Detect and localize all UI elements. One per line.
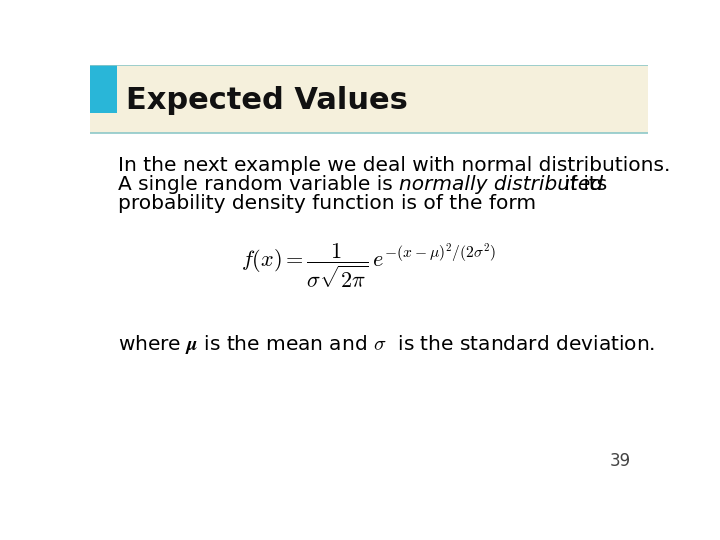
Text: normally distributed: normally distributed	[400, 175, 603, 194]
Text: probability density function is of the form: probability density function is of the f…	[118, 194, 536, 213]
Text: In the next example we deal with normal distributions.: In the next example we deal with normal …	[118, 156, 670, 176]
Text: Expected Values: Expected Values	[126, 86, 408, 115]
Text: 39: 39	[610, 452, 631, 470]
Text: where $\boldsymbol{\mu}$ is the mean and $\sigma$  is the standard deviation.: where $\boldsymbol{\mu}$ is the mean and…	[118, 333, 655, 356]
FancyBboxPatch shape	[90, 65, 117, 113]
FancyBboxPatch shape	[90, 65, 648, 133]
Text: A single random variable is: A single random variable is	[118, 175, 399, 194]
Text: if its: if its	[557, 175, 607, 194]
Text: $f(x) = \dfrac{1}{\sigma\sqrt{2\pi}}\, e^{-(x-\mu)^2/(2\sigma^2)}$: $f(x) = \dfrac{1}{\sigma\sqrt{2\pi}}\, e…	[241, 241, 497, 290]
